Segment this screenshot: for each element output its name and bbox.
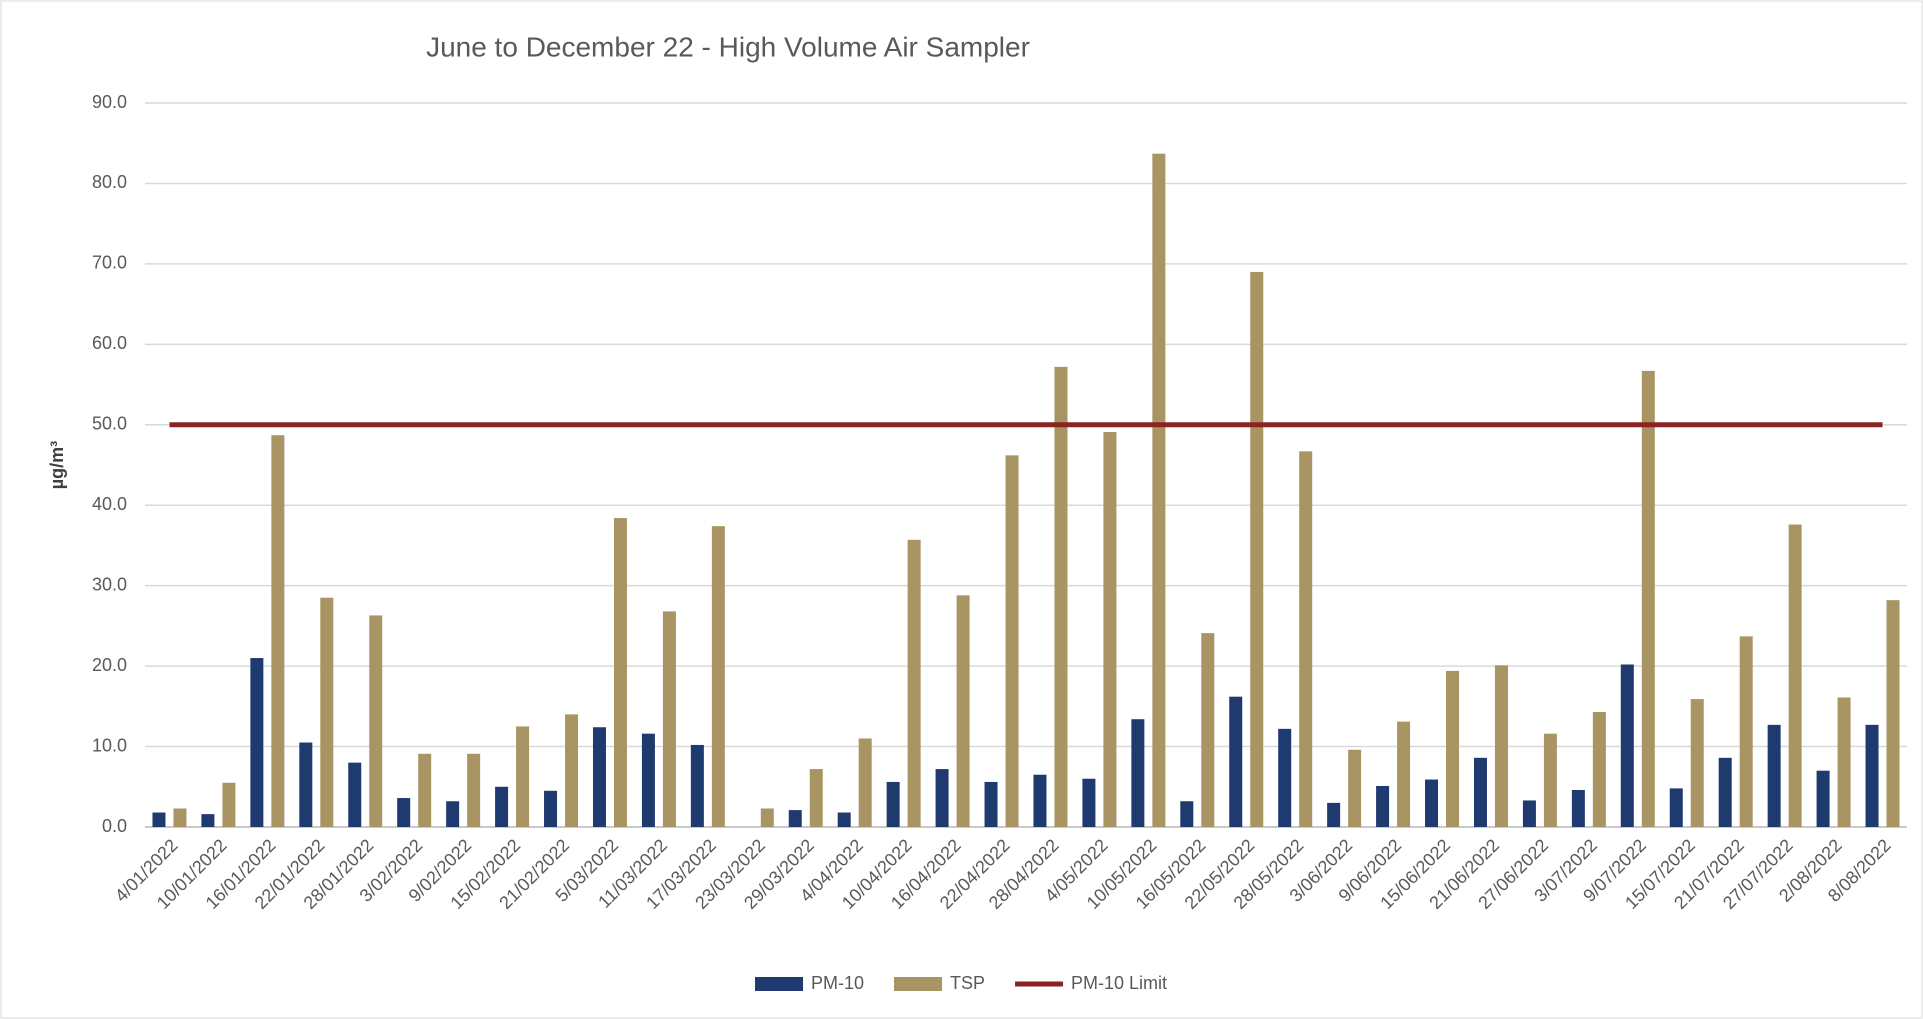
bar [788,810,802,827]
bar [1152,153,1166,827]
chart-title: June to December 22 - High Volume Air Sa… [426,31,1030,62]
bar [1201,633,1215,827]
bar [1278,728,1292,827]
bar [641,733,655,827]
bar [201,814,215,827]
y-tick-label: 10.0 [92,735,127,755]
bar [1886,600,1900,827]
y-axis-label: µg/m³ [47,441,67,489]
bar [222,782,236,827]
bar [1446,670,1460,827]
bar [299,742,313,827]
bar [1082,778,1096,827]
bar [397,798,411,827]
bar [984,781,998,827]
bar [662,611,676,827]
bar [173,808,187,827]
bar [1033,774,1047,827]
bar [690,744,704,827]
bar [1299,451,1313,827]
bar [271,435,285,827]
bar [1837,697,1851,827]
bar [1592,711,1606,827]
bar [495,786,509,827]
bar [1620,664,1634,827]
legend-label: TSP [950,973,985,993]
bar [886,781,900,827]
bar [1473,757,1487,827]
bar [858,738,872,827]
bar [1348,749,1362,827]
bar [1376,785,1390,827]
bar [1816,770,1830,827]
y-tick-label: 0.0 [102,816,127,836]
bar [1180,801,1194,827]
y-tick-label: 80.0 [92,172,127,192]
bar [1690,699,1704,827]
y-tick-label: 70.0 [92,253,127,273]
legend-swatch [755,977,803,991]
legend-label: PM-10 [811,973,864,993]
bar [1739,636,1753,827]
legend-label: PM-10 Limit [1071,973,1167,993]
bar [1131,719,1145,827]
bar [369,615,383,827]
bar [1054,366,1068,827]
bar [1669,788,1683,827]
bar [1767,724,1781,827]
bar [956,595,970,827]
y-tick-label: 50.0 [92,414,127,434]
bar [152,812,166,827]
bar [544,790,558,827]
bar [348,762,362,827]
bar [516,726,530,827]
y-tick-label: 40.0 [92,494,127,514]
bar [418,753,432,827]
bar [467,753,481,827]
bar [1425,779,1439,827]
y-tick-label: 20.0 [92,655,127,675]
bar [1327,802,1341,827]
bar [1229,696,1243,827]
bar [907,539,921,827]
legend-swatch [894,977,943,991]
bar [320,597,334,827]
y-tick-label: 90.0 [92,92,127,112]
bar [935,769,949,827]
bar [1005,455,1019,827]
bar [1641,370,1655,827]
bar [1522,800,1536,827]
bar [446,801,460,827]
bar [1788,524,1802,827]
y-tick-label: 60.0 [92,333,127,353]
bar [1103,432,1117,827]
bar [1397,721,1411,827]
bar [613,518,627,827]
bar [250,658,264,827]
bar [1494,665,1508,827]
bar [1571,789,1585,827]
bar [565,714,579,827]
bar [760,808,774,827]
bar [711,526,725,827]
bar [1865,724,1879,827]
bar [1250,271,1264,827]
bar [1718,757,1732,827]
bar [1543,733,1557,827]
y-tick-label: 30.0 [92,574,127,594]
bar [592,727,606,827]
bar [837,812,851,827]
bar [809,769,823,827]
